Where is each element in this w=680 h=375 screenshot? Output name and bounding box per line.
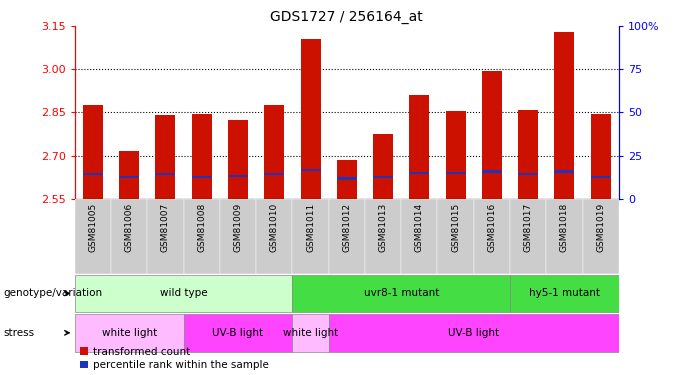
- Bar: [401, 199, 437, 274]
- Bar: [301, 39, 320, 199]
- Bar: [445, 172, 466, 174]
- Text: GSM81007: GSM81007: [161, 202, 170, 252]
- Bar: [301, 169, 320, 171]
- Bar: [437, 199, 474, 274]
- Bar: [256, 199, 292, 274]
- Legend: transformed count, percentile rank within the sample: transformed count, percentile rank withi…: [80, 346, 269, 370]
- Bar: [583, 199, 619, 274]
- Text: GSM81010: GSM81010: [270, 202, 279, 252]
- Bar: [83, 173, 103, 176]
- Bar: [554, 170, 575, 172]
- Bar: [220, 199, 256, 274]
- Bar: [373, 176, 393, 178]
- Bar: [119, 176, 139, 178]
- Bar: [510, 274, 619, 312]
- Bar: [292, 274, 510, 312]
- Text: GSM81019: GSM81019: [596, 202, 605, 252]
- Bar: [365, 199, 401, 274]
- Bar: [75, 314, 184, 352]
- Bar: [156, 173, 175, 176]
- Text: white light: white light: [283, 328, 338, 338]
- Bar: [591, 176, 611, 178]
- Bar: [474, 199, 510, 274]
- Bar: [482, 71, 502, 199]
- Text: genotype/variation: genotype/variation: [3, 288, 103, 298]
- Text: GSM81013: GSM81013: [379, 202, 388, 252]
- Text: wild type: wild type: [160, 288, 207, 298]
- Bar: [83, 105, 103, 199]
- Text: GSM81008: GSM81008: [197, 202, 206, 252]
- Bar: [337, 177, 357, 180]
- Text: GSM81014: GSM81014: [415, 202, 424, 252]
- Bar: [119, 151, 139, 199]
- Text: GSM81016: GSM81016: [488, 202, 496, 252]
- Bar: [328, 314, 619, 352]
- Bar: [75, 199, 111, 274]
- Bar: [148, 199, 184, 274]
- Bar: [228, 175, 248, 177]
- Text: GSM81009: GSM81009: [233, 202, 243, 252]
- Text: GSM81018: GSM81018: [560, 202, 569, 252]
- Text: UV-B light: UV-B light: [448, 328, 499, 338]
- Bar: [409, 95, 429, 199]
- Text: GSM81017: GSM81017: [524, 202, 532, 252]
- Bar: [184, 314, 292, 352]
- Bar: [75, 274, 292, 312]
- Bar: [373, 134, 393, 199]
- Title: GDS1727 / 256164_at: GDS1727 / 256164_at: [271, 10, 423, 24]
- Text: uvr8-1 mutant: uvr8-1 mutant: [364, 288, 439, 298]
- Bar: [518, 173, 538, 176]
- Bar: [292, 199, 328, 274]
- Bar: [591, 114, 611, 199]
- Bar: [265, 173, 284, 176]
- Text: GSM81011: GSM81011: [306, 202, 315, 252]
- Bar: [292, 314, 328, 352]
- Text: hy5-1 mutant: hy5-1 mutant: [529, 288, 600, 298]
- Bar: [546, 199, 583, 274]
- Bar: [409, 172, 429, 174]
- Bar: [445, 111, 466, 199]
- Bar: [482, 170, 502, 172]
- Bar: [265, 105, 284, 199]
- Bar: [192, 176, 211, 178]
- Bar: [156, 116, 175, 199]
- Bar: [510, 199, 546, 274]
- Bar: [228, 120, 248, 199]
- Text: stress: stress: [3, 328, 35, 338]
- Text: GSM81005: GSM81005: [88, 202, 97, 252]
- Text: UV-B light: UV-B light: [212, 328, 264, 338]
- Bar: [554, 32, 575, 199]
- Text: GSM81015: GSM81015: [451, 202, 460, 252]
- Bar: [192, 114, 211, 199]
- Text: GSM81006: GSM81006: [124, 202, 134, 252]
- Text: white light: white light: [101, 328, 157, 338]
- Text: GSM81012: GSM81012: [342, 202, 352, 252]
- Bar: [111, 199, 148, 274]
- Bar: [337, 160, 357, 199]
- Bar: [184, 199, 220, 274]
- Bar: [518, 110, 538, 199]
- Bar: [328, 199, 365, 274]
